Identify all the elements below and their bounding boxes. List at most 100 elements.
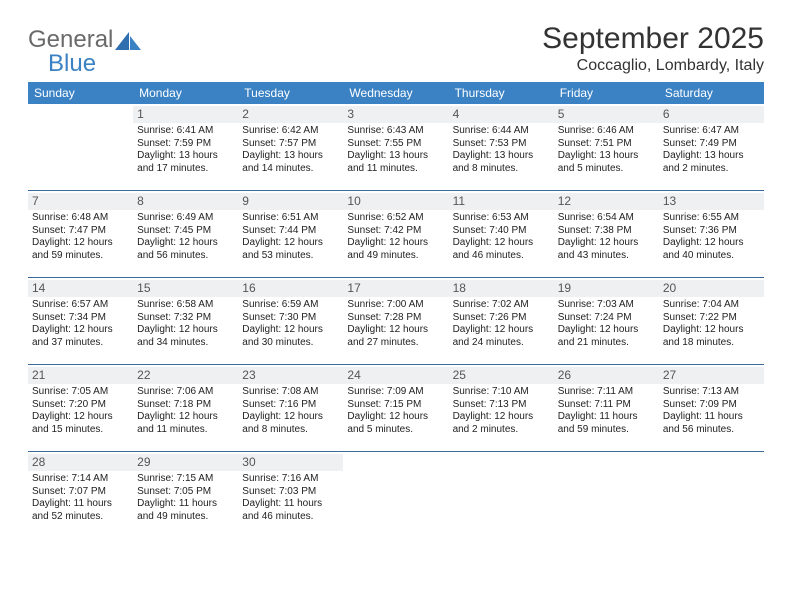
day-number xyxy=(659,454,764,471)
calendar-cell: 12Sunrise: 6:54 AMSunset: 7:38 PMDayligh… xyxy=(554,191,659,278)
sunset-line: Sunset: 7:26 PM xyxy=(453,312,550,325)
day-number xyxy=(554,454,659,471)
daylight-line: Daylight: 12 hours and 21 minutes. xyxy=(558,324,655,349)
sunset-line: Sunset: 7:18 PM xyxy=(137,399,234,412)
location-line: Coccaglio, Lombardy, Italy xyxy=(542,57,764,75)
sunrise-line: Sunrise: 6:47 AM xyxy=(663,125,760,138)
day-number: 14 xyxy=(28,280,133,297)
calendar-week-row: 14Sunrise: 6:57 AMSunset: 7:34 PMDayligh… xyxy=(28,278,764,365)
sunset-line: Sunset: 7:22 PM xyxy=(663,312,760,325)
sunrise-line: Sunrise: 6:42 AM xyxy=(242,125,339,138)
sunset-line: Sunset: 7:45 PM xyxy=(137,225,234,238)
calendar-table: Sunday Monday Tuesday Wednesday Thursday… xyxy=(28,82,764,538)
calendar-cell: 18Sunrise: 7:02 AMSunset: 7:26 PMDayligh… xyxy=(449,278,554,365)
calendar-cell: 29Sunrise: 7:15 AMSunset: 7:05 PMDayligh… xyxy=(133,452,238,539)
day-number xyxy=(449,454,554,471)
sunrise-line: Sunrise: 7:08 AM xyxy=(242,386,339,399)
calendar-cell: 3 Sunrise: 6:43 AMSunset: 7:55 PMDaylight… xyxy=(343,104,448,191)
calendar-cell: 14Sunrise: 6:57 AMSunset: 7:34 PMDayligh… xyxy=(28,278,133,365)
daylight-line: Daylight: 11 hours and 46 minutes. xyxy=(242,498,339,523)
daylight-line: Daylight: 12 hours and 2 minutes. xyxy=(453,411,550,436)
calendar-cell: 23Sunrise: 7:08 AMSunset: 7:16 PMDayligh… xyxy=(238,365,343,452)
sunset-line: Sunset: 7:36 PM xyxy=(663,225,760,238)
calendar-cell xyxy=(659,452,764,539)
sunset-line: Sunset: 7:32 PM xyxy=(137,312,234,325)
daylight-line: Daylight: 13 hours and 11 minutes. xyxy=(347,150,444,175)
calendar-cell: 2Sunrise: 6:42 AMSunset: 7:57 PMDaylight… xyxy=(238,104,343,191)
calendar-cell: 20Sunrise: 7:04 AMSunset: 7:22 PMDayligh… xyxy=(659,278,764,365)
calendar-cell: 5Sunrise: 6:46 AMSunset: 7:51 PMDaylight… xyxy=(554,104,659,191)
daylight-line: Daylight: 13 hours and 2 minutes. xyxy=(663,150,760,175)
sunset-line: Sunset: 7:53 PM xyxy=(453,138,550,151)
calendar-cell: 30Sunrise: 7:16 AMSunset: 7:03 PMDayligh… xyxy=(238,452,343,539)
sunrise-line: Sunrise: 6:48 AM xyxy=(32,212,129,225)
day-number: 19 xyxy=(554,280,659,297)
weekday-header: Saturday xyxy=(659,82,764,104)
day-number: 23 xyxy=(238,367,343,384)
weekday-row: Sunday Monday Tuesday Wednesday Thursday… xyxy=(28,82,764,104)
sunrise-line: Sunrise: 6:43 AM xyxy=(347,125,444,138)
sunrise-line: Sunrise: 6:49 AM xyxy=(137,212,234,225)
day-number: 30 xyxy=(238,454,343,471)
weekday-header: Monday xyxy=(133,82,238,104)
day-number: 5 xyxy=(554,106,659,123)
sunset-line: Sunset: 7:40 PM xyxy=(453,225,550,238)
sunrise-line: Sunrise: 6:55 AM xyxy=(663,212,760,225)
day-number: 22 xyxy=(133,367,238,384)
sunset-line: Sunset: 7:51 PM xyxy=(558,138,655,151)
sunrise-line: Sunrise: 7:04 AM xyxy=(663,299,760,312)
sunrise-line: Sunrise: 7:02 AM xyxy=(453,299,550,312)
calendar-cell: 15Sunrise: 6:58 AMSunset: 7:32 PMDayligh… xyxy=(133,278,238,365)
day-number: 2 xyxy=(238,106,343,123)
sunrise-line: Sunrise: 6:51 AM xyxy=(242,212,339,225)
calendar-cell: 26Sunrise: 7:11 AMSunset: 7:11 PMDayligh… xyxy=(554,365,659,452)
sunrise-line: Sunrise: 6:58 AM xyxy=(137,299,234,312)
weekday-header: Sunday xyxy=(28,82,133,104)
calendar-cell: 8Sunrise: 6:49 AMSunset: 7:45 PMDaylight… xyxy=(133,191,238,278)
sunrise-line: Sunrise: 6:41 AM xyxy=(137,125,234,138)
sunset-line: Sunset: 7:03 PM xyxy=(242,486,339,499)
brand-logo: General Blue xyxy=(28,22,141,76)
daylight-line: Daylight: 12 hours and 46 minutes. xyxy=(453,237,550,262)
calendar-cell: 9Sunrise: 6:51 AMSunset: 7:44 PMDaylight… xyxy=(238,191,343,278)
calendar-cell: 25Sunrise: 7:10 AMSunset: 7:13 PMDayligh… xyxy=(449,365,554,452)
day-number: 10 xyxy=(343,193,448,210)
calendar-week-row: 21Sunrise: 7:05 AMSunset: 7:20 PMDayligh… xyxy=(28,365,764,452)
day-number: 3 xyxy=(343,106,448,123)
sunrise-line: Sunrise: 7:15 AM xyxy=(137,473,234,486)
weekday-header: Thursday xyxy=(449,82,554,104)
calendar-cell xyxy=(28,104,133,191)
sunset-line: Sunset: 7:59 PM xyxy=(137,138,234,151)
sunset-line: Sunset: 7:24 PM xyxy=(558,312,655,325)
sunset-line: Sunset: 7:55 PM xyxy=(347,138,444,151)
sunrise-line: Sunrise: 6:46 AM xyxy=(558,125,655,138)
day-number xyxy=(28,106,133,123)
sunset-line: Sunset: 7:05 PM xyxy=(137,486,234,499)
sunset-line: Sunset: 7:38 PM xyxy=(558,225,655,238)
sunset-line: Sunset: 7:09 PM xyxy=(663,399,760,412)
calendar-cell xyxy=(449,452,554,539)
sunrise-line: Sunrise: 6:57 AM xyxy=(32,299,129,312)
sunrise-line: Sunrise: 6:52 AM xyxy=(347,212,444,225)
daylight-line: Daylight: 12 hours and 15 minutes. xyxy=(32,411,129,436)
calendar-cell: 22Sunrise: 7:06 AMSunset: 7:18 PMDayligh… xyxy=(133,365,238,452)
calendar-week-row: 7Sunrise: 6:48 AMSunset: 7:47 PMDaylight… xyxy=(28,191,764,278)
weekday-header: Wednesday xyxy=(343,82,448,104)
daylight-line: Daylight: 12 hours and 5 minutes. xyxy=(347,411,444,436)
day-number: 16 xyxy=(238,280,343,297)
sunrise-line: Sunrise: 7:03 AM xyxy=(558,299,655,312)
sunrise-line: Sunrise: 6:59 AM xyxy=(242,299,339,312)
sunrise-line: Sunrise: 7:10 AM xyxy=(453,386,550,399)
sunset-line: Sunset: 7:30 PM xyxy=(242,312,339,325)
day-number: 24 xyxy=(343,367,448,384)
day-number: 11 xyxy=(449,193,554,210)
calendar-cell: 7Sunrise: 6:48 AMSunset: 7:47 PMDaylight… xyxy=(28,191,133,278)
sunrise-line: Sunrise: 6:53 AM xyxy=(453,212,550,225)
sunrise-line: Sunrise: 7:14 AM xyxy=(32,473,129,486)
calendar-cell: 24Sunrise: 7:09 AMSunset: 7:15 PMDayligh… xyxy=(343,365,448,452)
daylight-line: Daylight: 12 hours and 11 minutes. xyxy=(137,411,234,436)
sail-icon xyxy=(115,32,141,54)
calendar-cell: 27Sunrise: 7:13 AMSunset: 7:09 PMDayligh… xyxy=(659,365,764,452)
daylight-line: Daylight: 12 hours and 40 minutes. xyxy=(663,237,760,262)
sunset-line: Sunset: 7:11 PM xyxy=(558,399,655,412)
